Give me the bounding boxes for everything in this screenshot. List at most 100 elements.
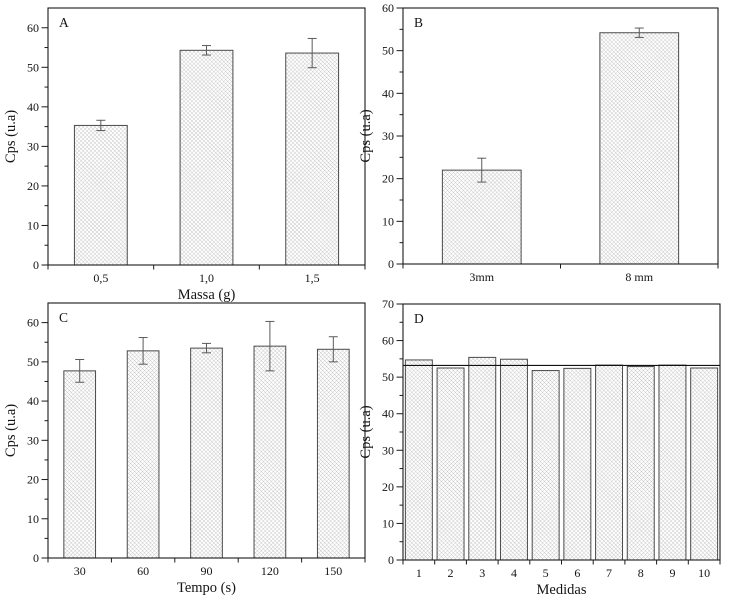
error-bar-A-0,5 — [96, 119, 106, 132]
y-tick-label: 40 — [27, 100, 39, 114]
plot-frame-A — [47, 7, 366, 266]
x-tick-label: 6 — [574, 566, 580, 580]
bar-D-7 — [595, 364, 624, 561]
bar-D-2 — [436, 367, 465, 561]
bar-C-30 — [63, 370, 97, 559]
bar-D-6 — [563, 367, 592, 561]
y-tick-label: 0 — [388, 553, 394, 567]
error-bar-C-150 — [328, 336, 338, 363]
error-bar-B-3mm — [477, 157, 487, 183]
x-tick-label: 1 — [416, 566, 422, 580]
bar-D-4 — [499, 358, 528, 561]
panel-letter-A: A — [59, 15, 69, 30]
plot-frame-C — [47, 302, 366, 559]
y-ticks-C — [41, 322, 48, 559]
y-tick-label: 20 — [382, 480, 394, 494]
y-tick-label: 30 — [27, 433, 39, 447]
x-tick-label: 2 — [448, 566, 454, 580]
y-tick-label: 0 — [33, 551, 39, 565]
y-tick-label: 70 — [382, 297, 394, 311]
y-axis-title-A: Cps (u.a) — [3, 110, 19, 163]
y-tick-label: 20 — [27, 179, 39, 193]
error-bar-C-120 — [265, 320, 275, 372]
error-bar-C-30 — [75, 358, 85, 383]
x-tick-label: 8 — [638, 566, 644, 580]
x-tick-label: 8 mm — [625, 270, 653, 284]
y-tick-label: 40 — [27, 394, 39, 408]
x-tick-label: 0,5 — [93, 271, 108, 285]
x-ticks-A — [47, 265, 366, 270]
y-tick-label: 50 — [382, 44, 394, 58]
y-tick-label: 40 — [382, 407, 394, 421]
bar-B-3mm — [441, 169, 522, 265]
y-tick-label: 60 — [27, 316, 39, 330]
bar-C-150 — [316, 348, 350, 559]
y-tick-label: 0 — [33, 258, 39, 272]
bar-C-90 — [190, 347, 223, 559]
y-tick-label: 20 — [27, 473, 39, 487]
y-axis-title-C: Cps (u.a) — [3, 404, 19, 457]
bar-A-0,5 — [73, 124, 128, 266]
bar-D-8 — [626, 366, 655, 561]
y-tick-label: 10 — [382, 214, 394, 228]
y-tick-label: 50 — [27, 355, 39, 369]
bar-B-8 mm — [599, 32, 680, 265]
panel-D: 0 10 20 30 40 50 60 70 1 2 3 4 5 6 7 8 9 10 Cps (u.a) Medid… — [358, 297, 721, 598]
x-tick-label: 10 — [698, 566, 710, 580]
error-bar-B-8 mm — [634, 27, 644, 38]
bar-C-60 — [126, 350, 160, 559]
x-axis-title-C: Tempo (s) — [177, 580, 236, 596]
x-tick-label: 9 — [669, 566, 675, 580]
error-bar-A-1,5 — [307, 37, 317, 69]
bar-C-120 — [253, 345, 287, 559]
x-tick-label: 150 — [324, 564, 342, 578]
x-tick-label: 3mm — [469, 270, 494, 284]
y-ticks-B — [396, 7, 403, 265]
y-tick-label: 60 — [382, 334, 394, 348]
x-tick-label: 1,5 — [305, 271, 320, 285]
x-tick-label: 60 — [137, 564, 149, 578]
y-axis-title-D: Cps (u.a) — [358, 405, 374, 458]
y-tick-label: 10 — [27, 218, 39, 232]
y-tick-label: 50 — [382, 370, 394, 384]
y-tick-label: 40 — [382, 86, 394, 100]
y-tick-label: 30 — [382, 443, 394, 457]
panel-B: 0 10 20 30 40 50 60 3mm 8 mm Cps (u.a) B — [358, 1, 719, 284]
bar-D-5 — [531, 370, 560, 561]
y-tick-label: 10 — [382, 516, 394, 530]
panel-letter-B: B — [414, 15, 423, 30]
x-tick-label: 90 — [201, 564, 213, 578]
panel-letter-D: D — [414, 311, 424, 326]
y-tick-label: 60 — [27, 21, 39, 35]
x-tick-label: 5 — [543, 566, 549, 580]
bar-A-1,5 — [285, 52, 340, 266]
bar-A-1,0 — [179, 49, 234, 266]
bar-D-3 — [468, 356, 497, 561]
x-tick-label: 4 — [511, 566, 517, 580]
x-ticks-B — [402, 264, 719, 269]
error-bar-C-60 — [138, 337, 148, 365]
x-tick-label: 1,0 — [199, 271, 214, 285]
x-ticks-D — [402, 560, 721, 565]
y-tick-label: 50 — [27, 60, 39, 74]
y-tick-label: 20 — [382, 172, 394, 186]
bar-D-10 — [690, 367, 719, 561]
y-ticks-D — [396, 303, 403, 561]
x-tick-label: 3 — [479, 566, 485, 580]
bar-D-1 — [404, 359, 433, 561]
panel-letter-C: C — [59, 310, 68, 325]
x-tick-label: 120 — [261, 564, 279, 578]
y-tick-label: 30 — [27, 139, 39, 153]
y-tick-label: 60 — [382, 1, 394, 15]
x-tick-label: 7 — [606, 566, 612, 580]
x-ticks-C — [47, 558, 366, 563]
y-tick-label: 0 — [388, 257, 394, 271]
panel-A: 0 10 20 30 40 50 60 0,5 1,0 1,5 Cps (u.a) Massa (g)… — [3, 7, 366, 303]
y-axis-title-B: Cps (u.a) — [358, 109, 374, 162]
panel-C: 0 10 20 30 40 50 60 30 60 90 120 150 Cps (u.a) Tempo … — [3, 302, 366, 596]
error-bar-C-90 — [202, 342, 211, 354]
y-tick-label: 10 — [27, 512, 39, 526]
error-bar-A-1,0 — [202, 45, 211, 56]
